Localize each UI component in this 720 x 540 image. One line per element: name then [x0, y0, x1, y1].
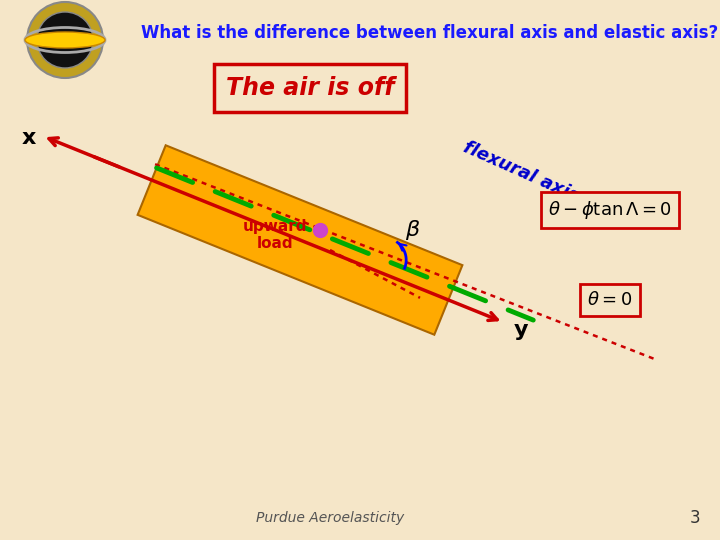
Circle shape: [27, 2, 103, 78]
Text: The air is off: The air is off: [226, 76, 395, 100]
Ellipse shape: [25, 32, 105, 48]
Polygon shape: [138, 145, 462, 335]
Text: Purdue Aeroelasticity: Purdue Aeroelasticity: [256, 511, 404, 525]
Text: What is the difference between flexural axis and elastic axis?: What is the difference between flexural …: [141, 24, 719, 42]
Text: y: y: [514, 320, 528, 340]
Text: flexural axis: flexural axis: [460, 138, 581, 206]
Circle shape: [37, 12, 93, 68]
Text: $\theta = 0$: $\theta = 0$: [588, 291, 633, 309]
Text: $\theta - \phi \tan \Lambda = 0$: $\theta - \phi \tan \Lambda = 0$: [548, 199, 672, 221]
Text: upward
load: upward load: [243, 219, 307, 251]
Text: x: x: [22, 128, 36, 148]
Text: β: β: [405, 220, 419, 240]
Text: 3: 3: [690, 509, 701, 527]
